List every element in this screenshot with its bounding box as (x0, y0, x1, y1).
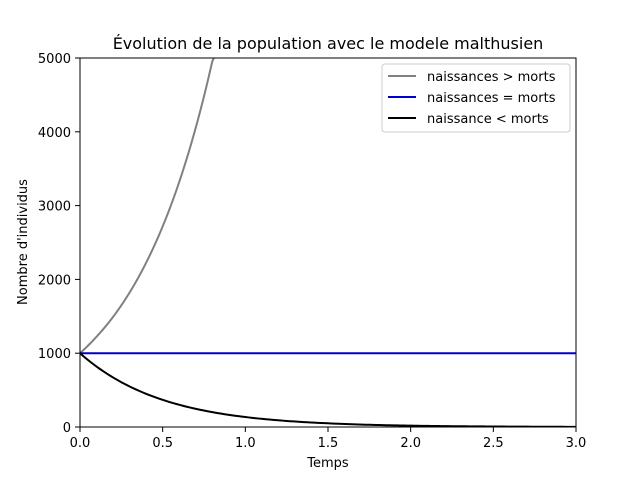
x-tick-label: 1.5 (318, 436, 339, 451)
legend-box (381, 63, 571, 133)
series-line-1 (80, 58, 215, 354)
plot-area (80, 58, 576, 427)
y-tick-label: 0 (63, 421, 71, 436)
legend-label-3: naissance < morts (427, 112, 549, 127)
y-axis-label: Nombre d'individus (16, 179, 31, 305)
x-tick-label: 0.5 (152, 436, 173, 451)
y-axis: 0 1000 2000 3000 4000 5000 (38, 52, 80, 436)
y-tick-label: 2000 (38, 273, 71, 288)
legend-label-2: naissances = morts (427, 91, 556, 106)
chart-title: Évolution de la population avec le model… (113, 34, 544, 53)
x-tick-label: 2.0 (400, 436, 421, 451)
x-axis-label: Temps (306, 456, 349, 471)
x-tick-label: 0.0 (70, 436, 91, 451)
series-line-3 (80, 352, 576, 427)
legend-label-1: naissances > morts (427, 70, 556, 85)
y-tick-label: 4000 (38, 126, 71, 141)
y-tick-label: 1000 (38, 347, 71, 362)
y-tick-label: 3000 (38, 200, 71, 215)
x-tick-label: 3.0 (566, 436, 587, 451)
legend: naissances > morts naissances = morts nais… (381, 63, 571, 133)
x-tick-label: 2.5 (483, 436, 504, 451)
x-tick-label: 1.0 (235, 436, 256, 451)
x-axis: 0.0 0.5 1.0 1.5 2.0 2.5 3.0 (70, 427, 587, 451)
y-tick-label: 5000 (38, 52, 71, 67)
